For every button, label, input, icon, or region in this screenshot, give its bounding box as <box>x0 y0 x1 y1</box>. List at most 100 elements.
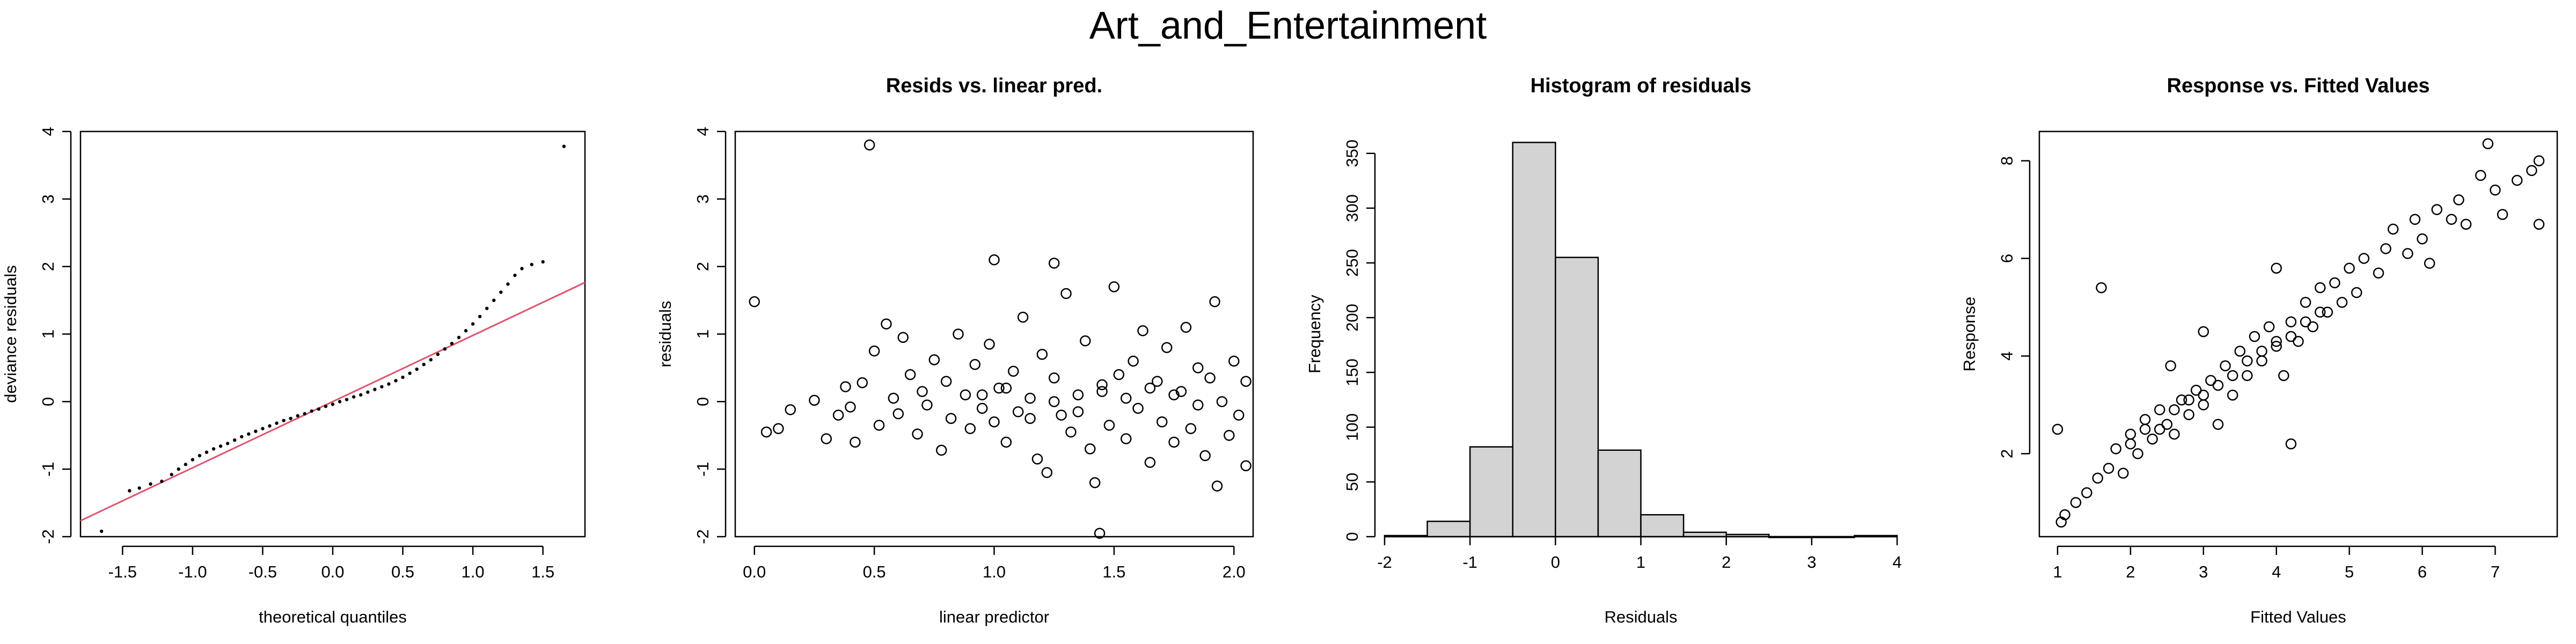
y-tick-label: 1 <box>39 330 57 339</box>
data-point <box>2220 360 2231 371</box>
data-point <box>289 416 292 420</box>
data-point <box>1089 477 1101 488</box>
x-tick-label: 0 <box>1551 553 1560 572</box>
y-axis-label: residuals <box>656 301 675 367</box>
data-point <box>338 400 342 404</box>
data-point <box>1199 450 1211 462</box>
data-point <box>1072 389 1084 400</box>
data-point <box>2092 472 2103 484</box>
data-point <box>492 298 496 302</box>
data-point <box>2263 321 2275 333</box>
data-point <box>2271 340 2282 352</box>
data-point <box>2497 209 2508 220</box>
histogram-bar <box>1512 142 1556 538</box>
data-point <box>1211 480 1223 492</box>
data-point <box>2256 346 2267 357</box>
y-tick-label: 350 <box>1343 140 1362 167</box>
data-point <box>296 414 299 418</box>
data-point <box>863 139 875 151</box>
y-tick-label: 250 <box>1343 249 1362 277</box>
data-point <box>2249 331 2260 342</box>
data-point <box>478 314 482 318</box>
data-point <box>845 401 856 413</box>
x-tick-label: 4 <box>1892 553 1901 572</box>
data-point <box>832 409 844 421</box>
plot-frame <box>79 130 586 538</box>
x-tick-label: 0.5 <box>863 562 886 581</box>
data-point <box>1056 409 1067 421</box>
data-point <box>1048 372 1060 384</box>
x-tick-label: 1.5 <box>1102 562 1125 581</box>
data-point <box>197 453 202 458</box>
x-tick-label: -1.5 <box>108 562 137 581</box>
data-point <box>1084 443 1096 455</box>
data-point <box>2322 306 2333 318</box>
data-point <box>1132 402 1144 414</box>
data-point <box>1048 258 1060 269</box>
data-point <box>912 428 923 440</box>
data-point <box>904 369 916 380</box>
data-point <box>821 433 832 444</box>
data-point <box>2154 404 2165 415</box>
qq-plot-panel: -1.5 -1.0 -0.5 0.0 0.5 1.0 1.5 -2 -1 0 1 2 3 4 theoret… <box>1 127 586 626</box>
residual-histogram-panel: Histogram of residuals -2 -1 0 1 2 3 4 0 50 100 150… <box>1305 75 1902 626</box>
data-point <box>1007 365 1019 377</box>
data-point <box>989 254 1000 266</box>
data-point <box>2227 370 2238 382</box>
data-point <box>303 412 306 416</box>
data-point <box>868 345 880 357</box>
data-point <box>2431 204 2442 215</box>
data-point <box>917 386 928 397</box>
data-point <box>2110 443 2121 455</box>
data-point <box>310 409 314 413</box>
x-tick-label: -1 <box>1462 553 1477 572</box>
y-tick-label: 50 <box>1343 473 1362 491</box>
data-point <box>160 479 164 484</box>
data-point <box>2285 331 2297 342</box>
data-point <box>1137 325 1148 336</box>
data-point <box>1128 355 1139 367</box>
data-point <box>2285 316 2297 328</box>
data-point <box>99 529 104 533</box>
resid-vs-linpred-panel: Resids vs. linear pred. 0.0 0.5 1.0 1.5 2.0 -2… <box>656 75 1254 626</box>
data-point <box>128 489 131 493</box>
data-point <box>2169 428 2180 440</box>
data-point <box>1144 382 1156 394</box>
data-point <box>2315 282 2326 294</box>
x-tick-label: 3 <box>2199 562 2208 581</box>
data-point <box>177 467 180 471</box>
data-point <box>429 358 433 362</box>
data-point <box>760 426 772 438</box>
data-point <box>2154 423 2165 435</box>
data-point <box>2409 214 2421 225</box>
data-point <box>2147 433 2158 445</box>
data-point <box>2242 370 2253 382</box>
data-point <box>1192 362 1204 374</box>
data-point <box>513 273 517 277</box>
data-point <box>935 444 947 456</box>
data-point <box>2183 394 2194 406</box>
data-point <box>457 335 461 339</box>
data-point <box>1233 409 1245 421</box>
data-point <box>1017 311 1029 323</box>
y-tick-label: 2 <box>693 262 712 271</box>
main-title: Art_and_Entertainment <box>1089 4 1487 47</box>
data-point <box>2351 287 2362 298</box>
panel-title: Histogram of residuals <box>1531 75 1752 97</box>
data-point <box>1041 467 1053 478</box>
data-point <box>1094 528 1106 539</box>
data-point <box>2285 438 2297 450</box>
data-point <box>366 390 370 394</box>
data-point <box>394 379 398 383</box>
y-tick-label: 100 <box>1343 413 1362 441</box>
data-point <box>2212 379 2224 391</box>
data-point <box>137 486 141 490</box>
data-point <box>873 420 885 431</box>
data-point <box>401 375 405 379</box>
data-point <box>1120 392 1132 404</box>
data-point <box>2176 394 2187 406</box>
data-point <box>1156 416 1168 428</box>
data-point <box>1012 406 1024 418</box>
data-point <box>2139 423 2151 435</box>
data-point <box>2271 335 2282 347</box>
